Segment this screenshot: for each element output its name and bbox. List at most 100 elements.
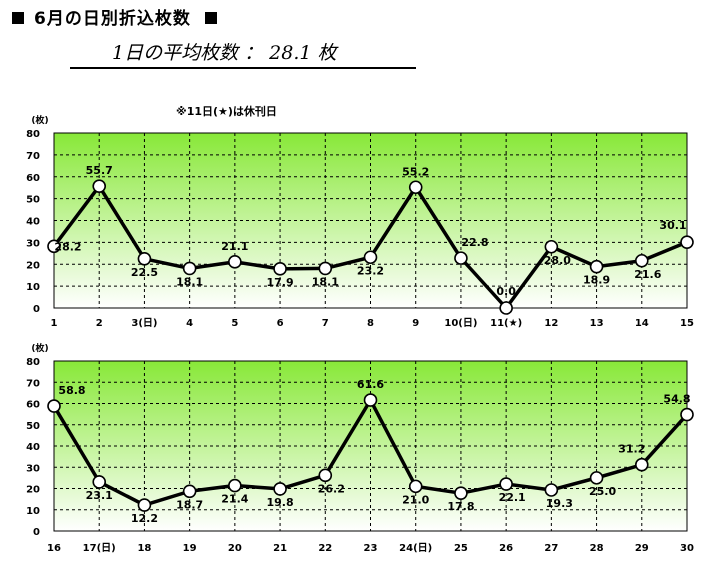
x-tick-label: 22	[318, 543, 332, 554]
data-label: 21.4	[221, 493, 248, 506]
x-tick-label: 21	[273, 543, 287, 554]
y-tick-label: 0	[33, 304, 40, 315]
holiday-note: ※11日(★)は休刊日	[176, 105, 277, 118]
x-tick-label: 23	[364, 543, 378, 554]
x-tick-label: 30	[680, 543, 694, 554]
data-point	[228, 255, 242, 269]
x-tick-label: 17(日)	[83, 542, 116, 554]
data-point	[92, 179, 107, 193]
y-tick-label: 80	[26, 357, 40, 368]
data-label: 55.2	[402, 165, 429, 178]
x-tick-label: 29	[635, 543, 649, 554]
x-tick-label: 3(日)	[131, 317, 157, 329]
data-label: 21.6	[634, 268, 661, 281]
y-tick-label: 40	[26, 217, 40, 228]
data-point	[454, 486, 468, 500]
average-count: 1日の平均枚数 ： 28.1 枚	[70, 38, 416, 69]
data-label: 18.7	[176, 498, 203, 511]
data-point	[544, 483, 559, 497]
data-point	[182, 261, 197, 276]
x-tick-label: 11(★)	[490, 318, 522, 329]
data-label: 61.6	[357, 378, 384, 391]
data-label: 28.2	[54, 240, 81, 253]
y-tick-label: 50	[26, 421, 40, 432]
data-point	[544, 239, 559, 254]
data-label: 25.0	[589, 485, 616, 498]
data-label: 18.1	[312, 275, 339, 288]
data-point	[589, 259, 604, 274]
square-bullet-icon	[12, 11, 24, 24]
x-tick-label: 1	[51, 318, 58, 329]
y-tick-label: 70	[26, 378, 40, 389]
data-point	[499, 301, 513, 315]
y-tick-label: 30	[26, 463, 40, 474]
data-point	[47, 239, 61, 254]
data-point	[318, 468, 333, 483]
data-point	[137, 498, 152, 512]
y-tick-label: 20	[26, 485, 40, 496]
data-point	[680, 407, 694, 422]
plot-frame	[53, 132, 688, 309]
y-tick-label: 70	[26, 151, 40, 162]
x-tick-label: 28	[590, 543, 604, 554]
x-tick-label: 9	[412, 318, 419, 329]
x-tick-label: 19	[183, 543, 197, 554]
data-point	[634, 457, 649, 472]
data-label: 26.2	[318, 482, 345, 495]
y-tick-label: 40	[26, 442, 40, 453]
x-tick-label: 24(日)	[399, 542, 432, 554]
data-point	[680, 235, 694, 249]
data-label: 21.1	[221, 240, 248, 253]
data-point	[363, 250, 378, 265]
data-point	[499, 477, 513, 491]
data-point	[318, 261, 333, 276]
data-label: 18.9	[583, 274, 610, 287]
x-tick-label: 25	[454, 543, 468, 554]
data-point	[92, 475, 107, 489]
x-tick-label: 26	[499, 543, 513, 554]
data-label: 28.0	[544, 254, 571, 267]
x-tick-label: 16	[47, 543, 61, 554]
square-bullet-icon	[204, 11, 217, 24]
y-tick-label: 80	[26, 129, 40, 140]
x-tick-label: 4	[186, 318, 193, 329]
y-tick-label: 60	[26, 400, 40, 411]
y-tick-label: 10	[26, 282, 40, 293]
data-point	[228, 478, 242, 493]
plot-frame	[53, 360, 688, 532]
data-label: 31.2	[618, 443, 645, 456]
data-point	[408, 479, 423, 494]
data-point	[273, 482, 287, 496]
x-tick-label: 20	[228, 543, 242, 554]
data-point	[363, 393, 378, 407]
x-tick-label: 8	[367, 318, 374, 329]
x-tick-label: 10(日)	[444, 317, 477, 329]
y-tick-label: 60	[26, 173, 40, 184]
data-label: 30.1	[659, 219, 686, 232]
y-axis-unit: (枚)	[31, 114, 48, 126]
x-tick-label: 7	[322, 318, 329, 329]
x-tick-label: 14	[635, 318, 649, 329]
data-label: 23.1	[86, 489, 113, 502]
data-label: 19.3	[546, 497, 573, 510]
x-tick-label: 15	[680, 318, 694, 329]
data-label: 17.8	[447, 500, 474, 513]
data-point	[408, 180, 423, 195]
x-tick-label: 27	[544, 543, 558, 554]
y-tick-label: 10	[26, 506, 40, 517]
data-point	[47, 399, 61, 413]
data-point	[137, 251, 152, 266]
y-tick-label: 30	[26, 238, 40, 249]
y-axis-unit: (枚)	[31, 342, 48, 354]
data-label: 22.8	[461, 236, 488, 249]
data-label: 22.1	[499, 491, 526, 504]
data-label: 0.0	[496, 285, 516, 298]
data-point	[589, 471, 604, 485]
data-label: 18.1	[176, 275, 203, 288]
data-point	[634, 253, 649, 268]
x-tick-label: 5	[231, 318, 238, 329]
data-label: 12.2	[131, 512, 158, 525]
y-tick-label: 20	[26, 260, 40, 271]
chart-title: 6月の日別折込枚数	[8, 4, 227, 29]
